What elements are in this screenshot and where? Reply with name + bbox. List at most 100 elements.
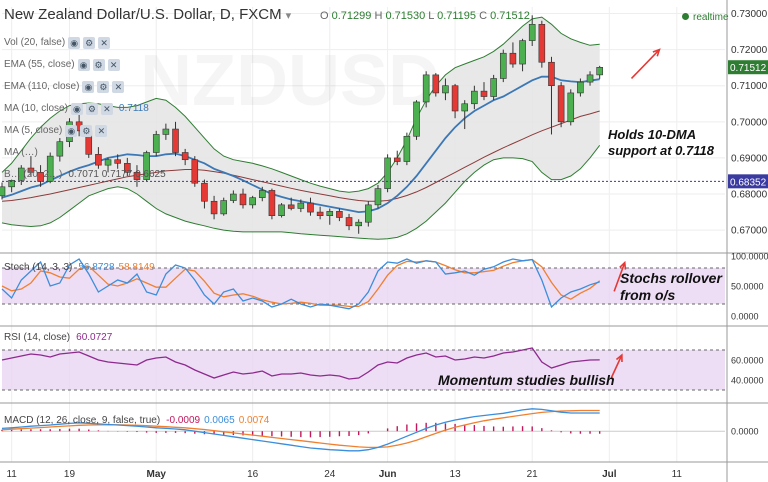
realtime-label: realtime (693, 12, 729, 23)
candle-up (249, 197, 256, 206)
macd-panel (1, 408, 725, 452)
candle-up (17, 167, 25, 181)
candle-up (461, 103, 469, 112)
annotation-arrows (610, 48, 661, 379)
candle-down (201, 182, 208, 202)
rsi-band (2, 350, 725, 390)
indicator-value: 0.7118 (118, 103, 149, 114)
x-tick-label: 19 (64, 469, 76, 480)
candle-up (374, 188, 382, 206)
indicator-row[interactable]: MA (10, close) ◉ ⚙ ✕ 0.7118 (4, 98, 166, 120)
indicator-list: Vol (20, false) ◉ ⚙ ✕ EMA (55, close) ◉ ⚙ ✕ EM… (4, 32, 166, 186)
reference-tag (728, 174, 768, 189)
candle-up (162, 128, 170, 135)
eye-icon[interactable]: ◉ (68, 37, 81, 49)
settings-icon[interactable]: ⚙ (97, 81, 110, 93)
x-tick-label: Jul (602, 469, 617, 480)
indicator-row[interactable]: Vol (20, false) ◉ ⚙ ✕ (4, 32, 166, 54)
annotation-stochs: Stochs rollover from o/s (620, 270, 722, 304)
candle-down (432, 74, 440, 94)
ohlc-readout: O 0.71299 H 0.71530 L 0.71195 C 0.71512 (320, 10, 530, 22)
open-label: O (320, 10, 329, 22)
close-icon[interactable]: ✕ (100, 103, 113, 115)
candle-down (480, 90, 488, 97)
candlesticks (0, 15, 603, 234)
candle-down (393, 157, 401, 162)
reference-tag-label: 0.68352 (730, 177, 767, 188)
indicator-row[interactable]: EMA (110, close) ◉ ⚙ ✕ (4, 76, 166, 98)
stoch-panel (1, 258, 725, 310)
settings-icon[interactable]: ⚙ (85, 103, 98, 115)
annotation-line: from o/s (620, 287, 676, 303)
indicator-label: MA (…) (4, 147, 38, 158)
arrow-head (619, 260, 627, 270)
eye-icon[interactable]: ◉ (65, 125, 78, 137)
indicator-label: EMA (55, close) (4, 59, 75, 70)
x-tick-label: 13 (450, 469, 462, 480)
stoch-tick-label: 50.0000 (731, 282, 764, 292)
close-icon[interactable]: ✕ (107, 59, 120, 71)
arrow-shaft (610, 354, 623, 379)
low-label: L (428, 10, 435, 22)
indicator-row[interactable]: EMA (55, close) ◉ ⚙ ✕ (4, 54, 166, 76)
high-label: H (374, 10, 383, 22)
last-price-tag (728, 60, 768, 75)
stoch-legend: Stoch (14, 3, 3) 56.8728 58.8149 (4, 262, 155, 273)
stoch-k-line (1, 258, 600, 310)
settings-icon[interactable]: ⚙ (92, 59, 105, 71)
symbol-title[interactable]: New Zealand Dollar/U.S. Dollar, D, FXCM ▾ (4, 6, 291, 23)
rsi-panel (1, 347, 725, 391)
settings-icon[interactable]: ⚙ (80, 125, 93, 137)
high-value: 0.71530 (385, 10, 426, 22)
settings-icon[interactable]: ⚙ (83, 37, 96, 49)
candle-up (422, 74, 430, 103)
close-icon[interactable]: ✕ (95, 125, 108, 137)
candle-down (316, 211, 324, 216)
candle-up (596, 66, 603, 76)
price-tick-label: 0.70000 (731, 117, 768, 128)
close-icon[interactable]: ✕ (112, 81, 125, 93)
close-label: C (479, 10, 488, 22)
indicator-row[interactable]: B… (20, 2…) 0.7071 0.7177 0.6625 (4, 164, 166, 186)
stoch-tick-label: 0.0000 (731, 312, 759, 322)
indicator-label: EMA (110, close) (4, 81, 80, 92)
candle-up (471, 90, 478, 105)
rsi-tick-label: 40.0000 (731, 376, 764, 386)
indicator-value: 0.7071 0.7177 0.6625 (68, 169, 166, 180)
bollinger-lower-line (1, 144, 601, 240)
close-icon[interactable]: ✕ (98, 37, 111, 49)
candle-down (124, 163, 131, 173)
candle-up (442, 85, 449, 94)
eye-icon[interactable]: ◉ (77, 59, 90, 71)
watermark: NZDUSD (140, 41, 440, 121)
candle-down (557, 85, 565, 123)
eye-icon[interactable]: ◉ (82, 81, 95, 93)
candle-down (307, 202, 314, 213)
candle-down (268, 190, 276, 216)
annotation-line: support at 0.7118 (608, 143, 714, 158)
candle-up (152, 134, 160, 153)
x-tick-label: 11 (6, 469, 17, 480)
stoch-d-line (1, 258, 601, 308)
price-tick-label: 0.67000 (731, 226, 768, 237)
candle-up (297, 202, 305, 209)
candle-up (326, 211, 334, 216)
eye-icon[interactable]: ◉ (70, 103, 83, 115)
candle-up (104, 159, 112, 166)
candle-down (27, 167, 35, 173)
candle-up (8, 180, 15, 188)
candle-down (181, 152, 189, 161)
indicator-row[interactable]: MA (…) (4, 142, 166, 164)
chevron-down-icon[interactable]: ▾ (285, 10, 292, 22)
price-tick-label: 0.69000 (731, 153, 768, 164)
candle-up (258, 190, 266, 198)
stoch-tick-label: 100.0000 (731, 252, 768, 262)
candle-down (114, 159, 121, 164)
indicator-row[interactable]: MA (5, close) ◉ ⚙ ✕ (4, 120, 166, 142)
annotation-line: Stochs rollover (620, 270, 722, 286)
candle-up (413, 101, 420, 137)
x-tick-label: 11 (672, 469, 683, 480)
macd-signal-line (1, 409, 600, 449)
candle-up (278, 204, 285, 216)
